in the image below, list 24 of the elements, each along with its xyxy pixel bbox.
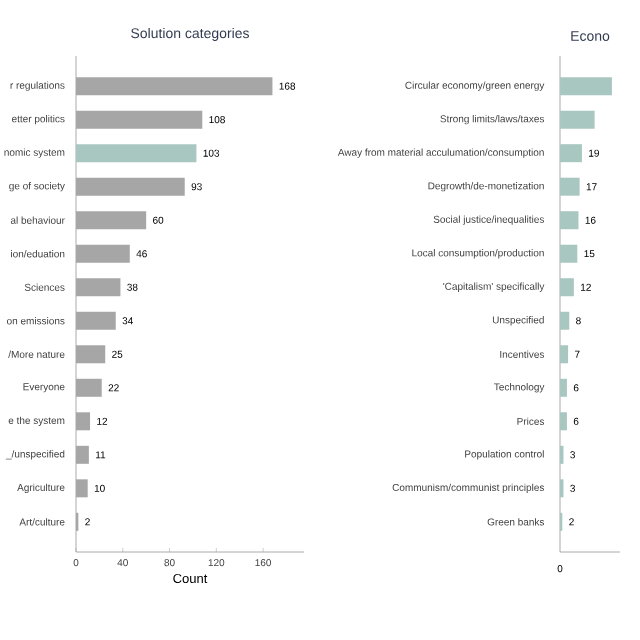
bar <box>560 278 574 297</box>
bar <box>560 311 570 330</box>
bar <box>76 479 88 498</box>
bar <box>76 144 197 163</box>
bar <box>76 278 121 297</box>
bar <box>76 244 130 263</box>
bar <box>560 211 579 230</box>
bar <box>560 144 582 163</box>
bar <box>76 445 89 464</box>
bar <box>76 311 116 330</box>
bar <box>76 345 106 364</box>
bar <box>76 412 91 431</box>
bar <box>560 378 567 397</box>
bar <box>560 244 578 263</box>
bar <box>76 378 102 397</box>
bar <box>560 412 567 431</box>
bar <box>76 110 203 129</box>
bar <box>76 77 273 96</box>
bar <box>76 177 185 196</box>
bar <box>560 110 595 129</box>
bar <box>76 211 147 230</box>
bar <box>560 177 580 196</box>
bar <box>560 345 569 364</box>
bar <box>560 77 612 96</box>
